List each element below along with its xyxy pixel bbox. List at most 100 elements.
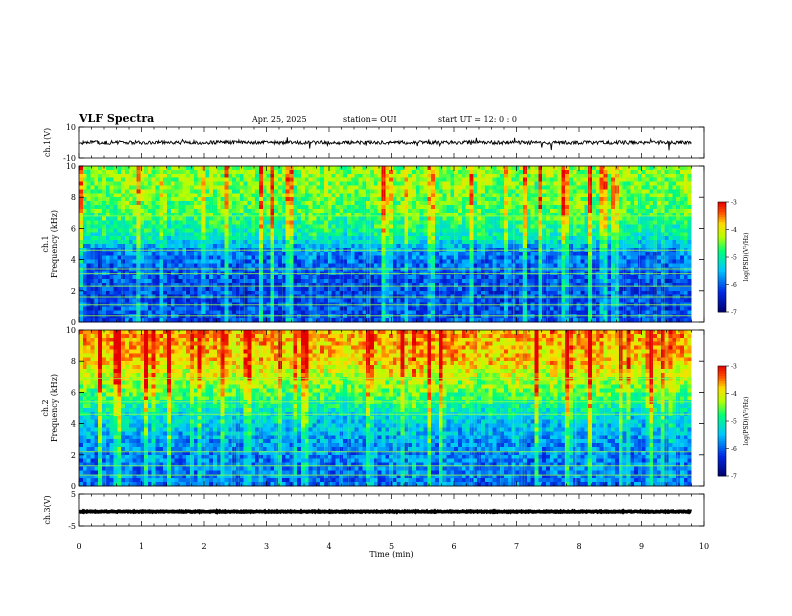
spectrogram-cell bbox=[653, 260, 657, 264]
spectrogram-cell bbox=[649, 221, 653, 225]
spectrogram-cell bbox=[374, 221, 378, 225]
spectrogram-cell bbox=[316, 197, 320, 201]
spectrogram-cell bbox=[140, 217, 144, 221]
spectrogram-cell bbox=[259, 228, 263, 232]
spectrogram-cell bbox=[508, 174, 512, 178]
spectrogram-cell bbox=[642, 209, 646, 213]
spectrogram-cell bbox=[573, 228, 577, 232]
spectrogram-cell bbox=[584, 267, 588, 271]
spectrogram-cell bbox=[424, 221, 428, 225]
spectrogram-cell bbox=[140, 225, 144, 229]
spectrogram-cell bbox=[508, 209, 512, 213]
spectrogram-cell bbox=[182, 221, 186, 225]
spectrogram-cell bbox=[106, 228, 110, 232]
spectrogram-cell bbox=[657, 279, 661, 283]
spectrogram-cell bbox=[676, 189, 680, 193]
spectrogram-cell bbox=[179, 221, 183, 225]
spectrogram-cell bbox=[324, 209, 328, 213]
spectrogram-cell bbox=[129, 236, 133, 240]
spectrogram-cell bbox=[156, 244, 160, 248]
spectrogram-cell bbox=[278, 244, 282, 248]
spectrogram-cell bbox=[175, 225, 179, 229]
spectrogram-cell bbox=[171, 166, 175, 170]
spectrogram-cell bbox=[558, 260, 562, 264]
spectrogram-cell bbox=[561, 166, 565, 170]
spectrogram-cell bbox=[546, 279, 550, 283]
spectrogram-cell bbox=[270, 221, 274, 225]
spectrogram-cell bbox=[665, 240, 669, 244]
spectrogram-cell bbox=[577, 236, 581, 240]
spectrogram-cell bbox=[527, 221, 531, 225]
spectrogram-cell bbox=[500, 209, 504, 213]
spectrogram-cell bbox=[175, 240, 179, 244]
spectrogram-cell bbox=[117, 197, 121, 201]
spectrogram-cell bbox=[466, 275, 470, 279]
spectrogram-cell bbox=[416, 189, 420, 193]
spectrogram-cell bbox=[117, 193, 121, 197]
spectrogram-cell bbox=[573, 166, 577, 170]
spectrogram-cell bbox=[535, 260, 539, 264]
spectrogram-cell bbox=[98, 178, 102, 182]
spectrogram-cell bbox=[397, 221, 401, 225]
spectrogram-cell bbox=[431, 221, 435, 225]
spectrogram-cell bbox=[117, 170, 121, 174]
spectrogram-cell bbox=[140, 260, 144, 264]
spectrogram-cell bbox=[179, 244, 183, 248]
spectrogram-cell bbox=[240, 240, 244, 244]
spectrogram-cell bbox=[79, 201, 83, 205]
spectrogram-cell bbox=[251, 244, 255, 248]
spectrogram-cell bbox=[301, 189, 305, 193]
spectrogram-cell bbox=[523, 213, 527, 217]
spectrogram-cell bbox=[129, 166, 133, 170]
spectrogram-cell bbox=[186, 244, 190, 248]
spectrogram-cell bbox=[462, 197, 466, 201]
spectrogram-cell bbox=[305, 197, 309, 201]
spectrogram-cell bbox=[546, 228, 550, 232]
spectrogram-cell bbox=[443, 201, 447, 205]
spectrogram-cell bbox=[531, 193, 535, 197]
spectrogram-cell bbox=[485, 225, 489, 229]
spectrogram-cell bbox=[619, 174, 623, 178]
spectrogram-cell bbox=[175, 166, 179, 170]
spectrogram-cell bbox=[508, 267, 512, 271]
spectrogram-cell bbox=[580, 170, 584, 174]
spectrogram-cell bbox=[669, 197, 673, 201]
spectrogram-cell bbox=[98, 213, 102, 217]
spectrogram-cell bbox=[389, 182, 393, 186]
spectrogram-cell bbox=[129, 256, 133, 260]
spectrogram-cell bbox=[596, 213, 600, 217]
spectrogram-cell bbox=[508, 279, 512, 283]
spectrogram-cell bbox=[554, 178, 558, 182]
spectrogram-cell bbox=[297, 189, 301, 193]
spectrogram-cell bbox=[159, 189, 163, 193]
spectrogram-cell bbox=[492, 236, 496, 240]
spectrogram-cell bbox=[492, 174, 496, 178]
spectrogram-cell bbox=[435, 197, 439, 201]
spectrogram-cell bbox=[565, 244, 569, 248]
spectrogram-cell bbox=[573, 240, 577, 244]
spectrogram-cell bbox=[676, 260, 680, 264]
spectrogram-cell bbox=[267, 275, 271, 279]
spectrogram-cell bbox=[538, 279, 542, 283]
spectrogram-cell bbox=[420, 240, 424, 244]
spectrogram-cell bbox=[270, 209, 274, 213]
spectrogram-cell bbox=[389, 275, 393, 279]
spectrogram-cell bbox=[397, 182, 401, 186]
spectrogram-cell bbox=[515, 240, 519, 244]
spectrogram-cell bbox=[538, 213, 542, 217]
spectrogram-cell bbox=[232, 252, 236, 256]
spectrogram-cell bbox=[489, 232, 493, 236]
spectrogram-cell bbox=[102, 256, 106, 260]
spectrogram-cell bbox=[676, 170, 680, 174]
spectrogram-cell bbox=[393, 240, 397, 244]
spectrogram-cell bbox=[688, 236, 692, 240]
spectrogram-cell bbox=[148, 279, 152, 283]
spectrogram-cell bbox=[251, 264, 255, 268]
spectrogram-cell bbox=[324, 232, 328, 236]
spectrogram-cell bbox=[98, 189, 102, 193]
spectrogram-cell bbox=[508, 264, 512, 268]
spectrogram-cell bbox=[404, 178, 408, 182]
spectrogram-cell bbox=[159, 197, 163, 201]
spectrogram-cell bbox=[508, 166, 512, 170]
spectrogram-cell bbox=[117, 209, 121, 213]
